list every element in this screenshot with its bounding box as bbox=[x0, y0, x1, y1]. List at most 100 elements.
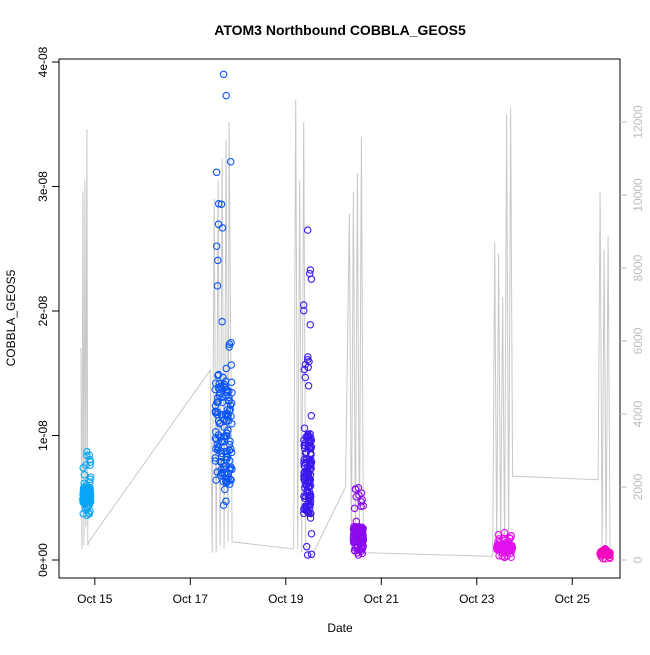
data-point bbox=[354, 484, 363, 492]
data-point bbox=[606, 551, 614, 559]
data-point bbox=[358, 549, 367, 558]
data-point bbox=[214, 200, 223, 208]
data-point bbox=[500, 528, 509, 537]
data-point bbox=[218, 317, 226, 326]
data-point bbox=[226, 157, 235, 166]
data-point bbox=[307, 445, 315, 453]
data-point bbox=[220, 380, 229, 389]
x-tick-label: Oct 25 bbox=[555, 592, 591, 606]
data-point bbox=[214, 256, 222, 265]
data-point bbox=[83, 511, 91, 519]
data-point bbox=[227, 338, 235, 347]
data-point bbox=[306, 462, 314, 470]
x-tick-label: Oct 23 bbox=[459, 592, 495, 606]
data-point bbox=[225, 343, 233, 351]
data-point bbox=[222, 497, 230, 506]
data-point bbox=[215, 379, 223, 388]
data-point bbox=[304, 363, 312, 372]
data-point bbox=[225, 340, 234, 348]
data-point bbox=[352, 493, 360, 501]
data-point bbox=[212, 168, 221, 177]
data-point bbox=[302, 468, 311, 476]
data-point bbox=[305, 443, 314, 451]
data-point bbox=[80, 488, 88, 496]
x-tick-label: Oct 21 bbox=[364, 592, 400, 606]
data-point bbox=[212, 407, 220, 416]
y-tick-label: 3e-08 bbox=[36, 171, 50, 202]
data-point bbox=[222, 450, 231, 458]
flight-6-points bbox=[596, 545, 614, 563]
y2-tick-label: 2000 bbox=[631, 473, 645, 500]
data-point bbox=[300, 455, 308, 464]
flight-1-points bbox=[79, 447, 95, 519]
data-point bbox=[350, 528, 359, 536]
data-point bbox=[307, 529, 316, 538]
data-point bbox=[222, 391, 230, 400]
data-point bbox=[304, 502, 312, 510]
data-point bbox=[305, 357, 313, 366]
data-point bbox=[216, 433, 225, 442]
data-point bbox=[601, 545, 609, 553]
data-point bbox=[219, 477, 228, 486]
y-tick-label: 0e+00 bbox=[36, 543, 50, 577]
chart-title: ATOM3 Northbound COBBLA_GEOS5 bbox=[214, 22, 466, 38]
data-point bbox=[214, 371, 222, 380]
data-point bbox=[301, 476, 309, 485]
data-point bbox=[216, 418, 224, 427]
data-point bbox=[216, 389, 224, 397]
data-point bbox=[299, 301, 308, 309]
data-point bbox=[306, 320, 315, 329]
flight-5-points bbox=[492, 528, 517, 562]
data-point bbox=[304, 483, 312, 492]
data-point bbox=[499, 545, 508, 553]
data-point bbox=[354, 551, 363, 559]
y-axis-label: COBBLA_GEOS5 bbox=[4, 269, 18, 366]
data-point bbox=[211, 434, 220, 442]
data-point bbox=[304, 475, 313, 483]
data-point bbox=[222, 364, 231, 373]
data-point bbox=[217, 200, 226, 208]
y2-tick-label: 6000 bbox=[631, 327, 645, 354]
data-point bbox=[356, 534, 364, 542]
data-point bbox=[494, 537, 502, 546]
data-point bbox=[507, 532, 515, 540]
y2-tick-label: 8000 bbox=[631, 254, 645, 281]
data-point bbox=[211, 454, 220, 462]
points-layer bbox=[79, 70, 614, 563]
data-point bbox=[218, 224, 227, 232]
data-point bbox=[220, 462, 228, 471]
data-point bbox=[221, 485, 229, 494]
data-point bbox=[601, 555, 609, 563]
data-point bbox=[302, 542, 311, 551]
data-point bbox=[217, 449, 226, 458]
x-tick-label: Oct 19 bbox=[268, 592, 304, 606]
altitude-layer bbox=[80, 100, 613, 558]
data-point bbox=[351, 538, 359, 546]
y-tick-label: 2e-08 bbox=[36, 295, 50, 326]
data-point bbox=[357, 498, 365, 506]
data-point bbox=[219, 70, 228, 79]
data-point bbox=[227, 463, 235, 472]
data-point bbox=[214, 383, 223, 392]
data-point bbox=[223, 388, 231, 396]
axes-layer: Oct 15 Oct 17 Oct 19 Oct 21 Oct 23 Oct 25 0e+0… bbox=[36, 46, 645, 606]
data-point bbox=[223, 432, 231, 440]
data-point bbox=[226, 401, 235, 410]
data-point bbox=[222, 417, 231, 425]
data-point bbox=[218, 411, 227, 419]
data-point bbox=[304, 436, 313, 444]
data-point bbox=[223, 478, 231, 487]
data-point bbox=[303, 226, 312, 234]
data-point bbox=[304, 382, 313, 390]
x-axis-label: Date bbox=[327, 621, 353, 635]
data-point bbox=[214, 370, 223, 379]
data-point bbox=[500, 553, 509, 562]
data-point bbox=[354, 528, 363, 537]
data-point bbox=[359, 524, 367, 533]
data-point bbox=[218, 398, 227, 407]
data-point bbox=[300, 365, 309, 374]
data-point bbox=[304, 353, 312, 361]
y-tick-label: 1e-08 bbox=[36, 420, 50, 451]
